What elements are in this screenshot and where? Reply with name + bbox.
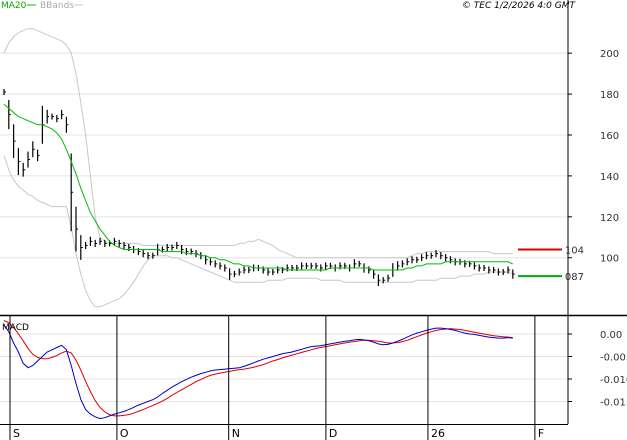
copyright-text: © TEC 1/2/2026 4:0 GMT <box>462 1 577 11</box>
y-tick-label: 100 <box>600 254 619 265</box>
x-tick-label: D <box>329 427 337 440</box>
y-tick-label: 120 <box>600 213 619 224</box>
bollinger-bands <box>3 28 514 308</box>
macd-tick-label: -0.015 <box>600 398 627 409</box>
price-y-ticks: 100 120 140 160 180 200 <box>568 49 619 265</box>
x-axis-ticks: S O N D 26 F <box>9 316 544 440</box>
y-tick-label: 140 <box>600 172 619 183</box>
macd-y-ticks: 0.00 -0.005 -0.010 -0.015 <box>568 330 627 409</box>
bb-legend: BBands <box>40 1 74 11</box>
x-tick-label: N <box>232 427 240 440</box>
macd-series <box>3 320 513 420</box>
y-tick-label: 160 <box>600 131 619 142</box>
x-tick-label: F <box>538 427 544 440</box>
price-grid <box>0 52 568 259</box>
macd-grid <box>0 333 568 402</box>
x-tick-label: O <box>120 427 129 440</box>
macd-line <box>3 324 513 420</box>
support-label: 087 <box>565 272 584 283</box>
ma20-line <box>3 103 514 271</box>
macd-tick-label: -0.005 <box>600 353 627 364</box>
ma20-series <box>3 103 514 271</box>
macd-title: MACD <box>2 323 29 333</box>
x-tick-label: 26 <box>431 427 445 440</box>
macd-tick-label: 0.00 <box>600 330 622 341</box>
y-tick-label: 200 <box>600 49 619 60</box>
x-tick-label: S <box>13 427 20 440</box>
macd-tick-label: -0.010 <box>600 375 627 386</box>
bb-lower-line <box>3 155 514 308</box>
y-tick-label: 180 <box>600 90 619 101</box>
resistance-label: 104 <box>565 246 584 257</box>
bb-upper-line <box>3 28 513 259</box>
ma-legend: MA20 <box>1 1 27 11</box>
price-levels: 104 087 <box>518 246 584 283</box>
